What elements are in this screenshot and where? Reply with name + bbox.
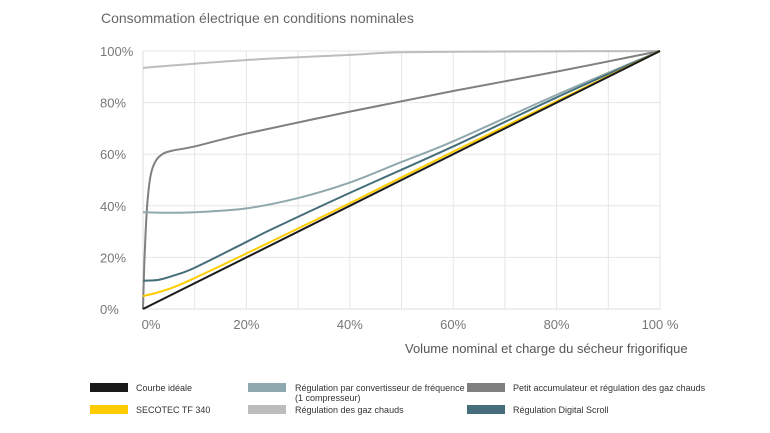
x-tick-label: 40% — [337, 317, 363, 332]
x-tick-label: 100 % — [642, 317, 679, 332]
x-axis-label: Volume nominal et charge du sécheur frig… — [405, 341, 688, 356]
legend-label-digital-scroll: Régulation Digital Scroll — [513, 405, 609, 415]
x-tick-label: 0% — [142, 317, 161, 332]
series-line-5 — [142, 50, 661, 282]
legend-swatch-courbe-ideale — [90, 383, 128, 392]
x-tick-label: 60% — [440, 317, 466, 332]
y-tick-label: 60% — [100, 147, 126, 162]
legend-swatch-gaz-chauds — [248, 405, 286, 414]
series-line-0 — [142, 50, 661, 310]
series-line-3 — [142, 50, 661, 69]
legend-swatch-freq — [248, 383, 286, 392]
y-tick-label: 0% — [100, 302, 119, 317]
x-tick-label: 80% — [544, 317, 570, 332]
series-line-4 — [142, 50, 661, 310]
legend-label-secotec: SECOTEC TF 340 — [136, 405, 211, 415]
y-tick-label: 100% — [100, 44, 134, 59]
legend-label-courbe-ideale: Courbe idéale — [136, 383, 193, 393]
series-line-2 — [142, 50, 661, 214]
x-tick-label: 20% — [233, 317, 259, 332]
legend-swatch-secotec — [90, 405, 128, 414]
legend-swatch-petit-accu — [467, 383, 505, 392]
legend-label-gaz-chauds: Régulation des gaz chauds — [295, 405, 404, 415]
legend-label-freq-line1: Régulation par convertisseur de fréquenc… — [295, 383, 465, 393]
y-tick-label: 80% — [100, 96, 126, 111]
chart-title: Consommation électrique en conditions no… — [101, 10, 414, 26]
legend-label-freq-line2: (1 compresseur) — [295, 393, 361, 403]
y-tick-label: 20% — [100, 250, 126, 265]
y-tick-label: 40% — [100, 199, 126, 214]
legend-label-petit-accu: Petit accumulateur et régulation des gaz… — [513, 383, 706, 393]
series-line-1 — [142, 50, 661, 298]
legend-swatch-digital-scroll — [467, 405, 505, 414]
